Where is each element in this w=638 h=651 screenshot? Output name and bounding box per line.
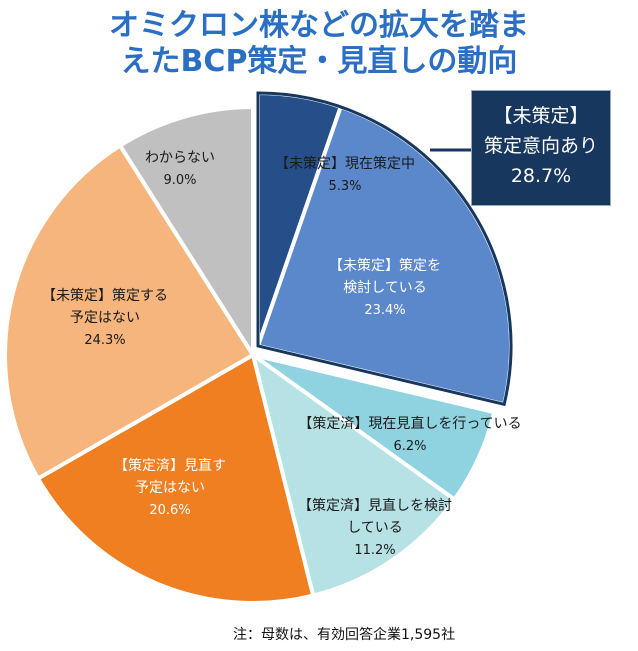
callout-value: 28.7% bbox=[510, 165, 572, 187]
exploded-group-outline bbox=[256, 91, 513, 407]
callout-line-1: 【未策定】 bbox=[493, 105, 589, 127]
pie-slice-3 bbox=[251, 353, 457, 598]
slice-value-1: 23.4% bbox=[364, 303, 405, 318]
slice-label-6: わからない bbox=[145, 150, 215, 166]
callout-box: 【未策定】 策定意向あり 28.7% bbox=[471, 90, 611, 206]
footnote: 注：母数は、有効回答企業1,595社 bbox=[233, 627, 456, 643]
chart-title-line-2: えたBCP策定・見直しの動向 bbox=[120, 44, 518, 79]
slice-label-3: 【策定済】見直しを検討している bbox=[298, 497, 452, 536]
slice-value-6: 9.0% bbox=[163, 173, 196, 188]
slice-value-0: 5.3% bbox=[328, 179, 361, 194]
slice-value-4: 20.6% bbox=[149, 503, 190, 518]
slice-value-3: 11.2% bbox=[354, 543, 395, 558]
slice-value-5: 24.3% bbox=[84, 333, 125, 348]
pie-slice-6 bbox=[118, 105, 255, 357]
slice-label-1: 【未策定】策定を検討している bbox=[329, 257, 441, 296]
slice-label-0: 【未策定】現在策定中 bbox=[275, 155, 415, 172]
callout-line-2: 策定意向あり bbox=[483, 135, 598, 157]
pie-slice-4 bbox=[35, 353, 316, 605]
slice-label-2: 【策定済】現在見直しを行っている bbox=[298, 415, 521, 432]
slice-value-2: 6.2% bbox=[393, 439, 426, 454]
chart-title-line-1: オミクロン株などの拡大を踏ま bbox=[109, 8, 529, 43]
slice-label-4: 【策定済】見直す予定はない bbox=[114, 457, 226, 496]
slice-label-5: 【未策定】策定する予定はない bbox=[42, 287, 168, 326]
pie-slice-5 bbox=[3, 143, 255, 481]
